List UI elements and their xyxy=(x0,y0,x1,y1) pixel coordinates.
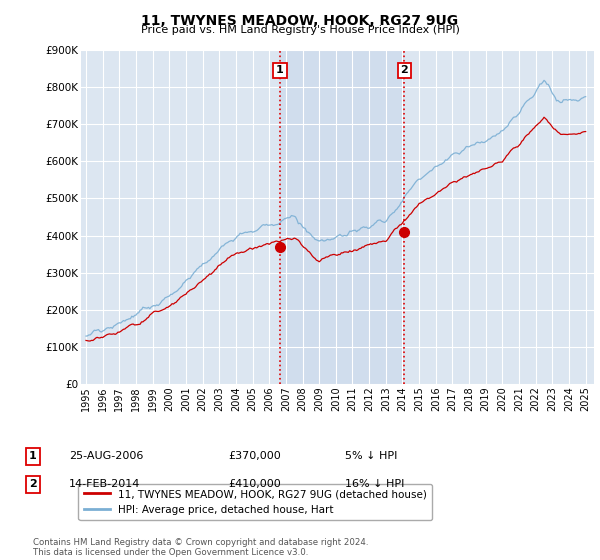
Text: 11, TWYNES MEADOW, HOOK, RG27 9UG: 11, TWYNES MEADOW, HOOK, RG27 9UG xyxy=(142,14,458,28)
Text: 1: 1 xyxy=(29,451,37,461)
Text: £410,000: £410,000 xyxy=(228,479,281,489)
Legend: 11, TWYNES MEADOW, HOOK, RG27 9UG (detached house), HPI: Average price, detached: 11, TWYNES MEADOW, HOOK, RG27 9UG (detac… xyxy=(79,484,432,520)
Bar xyxy=(280,50,404,384)
Text: Price paid vs. HM Land Registry's House Price Index (HPI): Price paid vs. HM Land Registry's House … xyxy=(140,25,460,35)
Text: £370,000: £370,000 xyxy=(228,451,281,461)
Text: 5% ↓ HPI: 5% ↓ HPI xyxy=(345,451,397,461)
Text: 16% ↓ HPI: 16% ↓ HPI xyxy=(345,479,404,489)
Text: 2: 2 xyxy=(29,479,37,489)
Text: 1: 1 xyxy=(276,66,284,76)
Text: 25-AUG-2006: 25-AUG-2006 xyxy=(69,451,143,461)
Text: 14-FEB-2014: 14-FEB-2014 xyxy=(69,479,140,489)
Text: Contains HM Land Registry data © Crown copyright and database right 2024.
This d: Contains HM Land Registry data © Crown c… xyxy=(33,538,368,557)
Text: 2: 2 xyxy=(401,66,409,76)
